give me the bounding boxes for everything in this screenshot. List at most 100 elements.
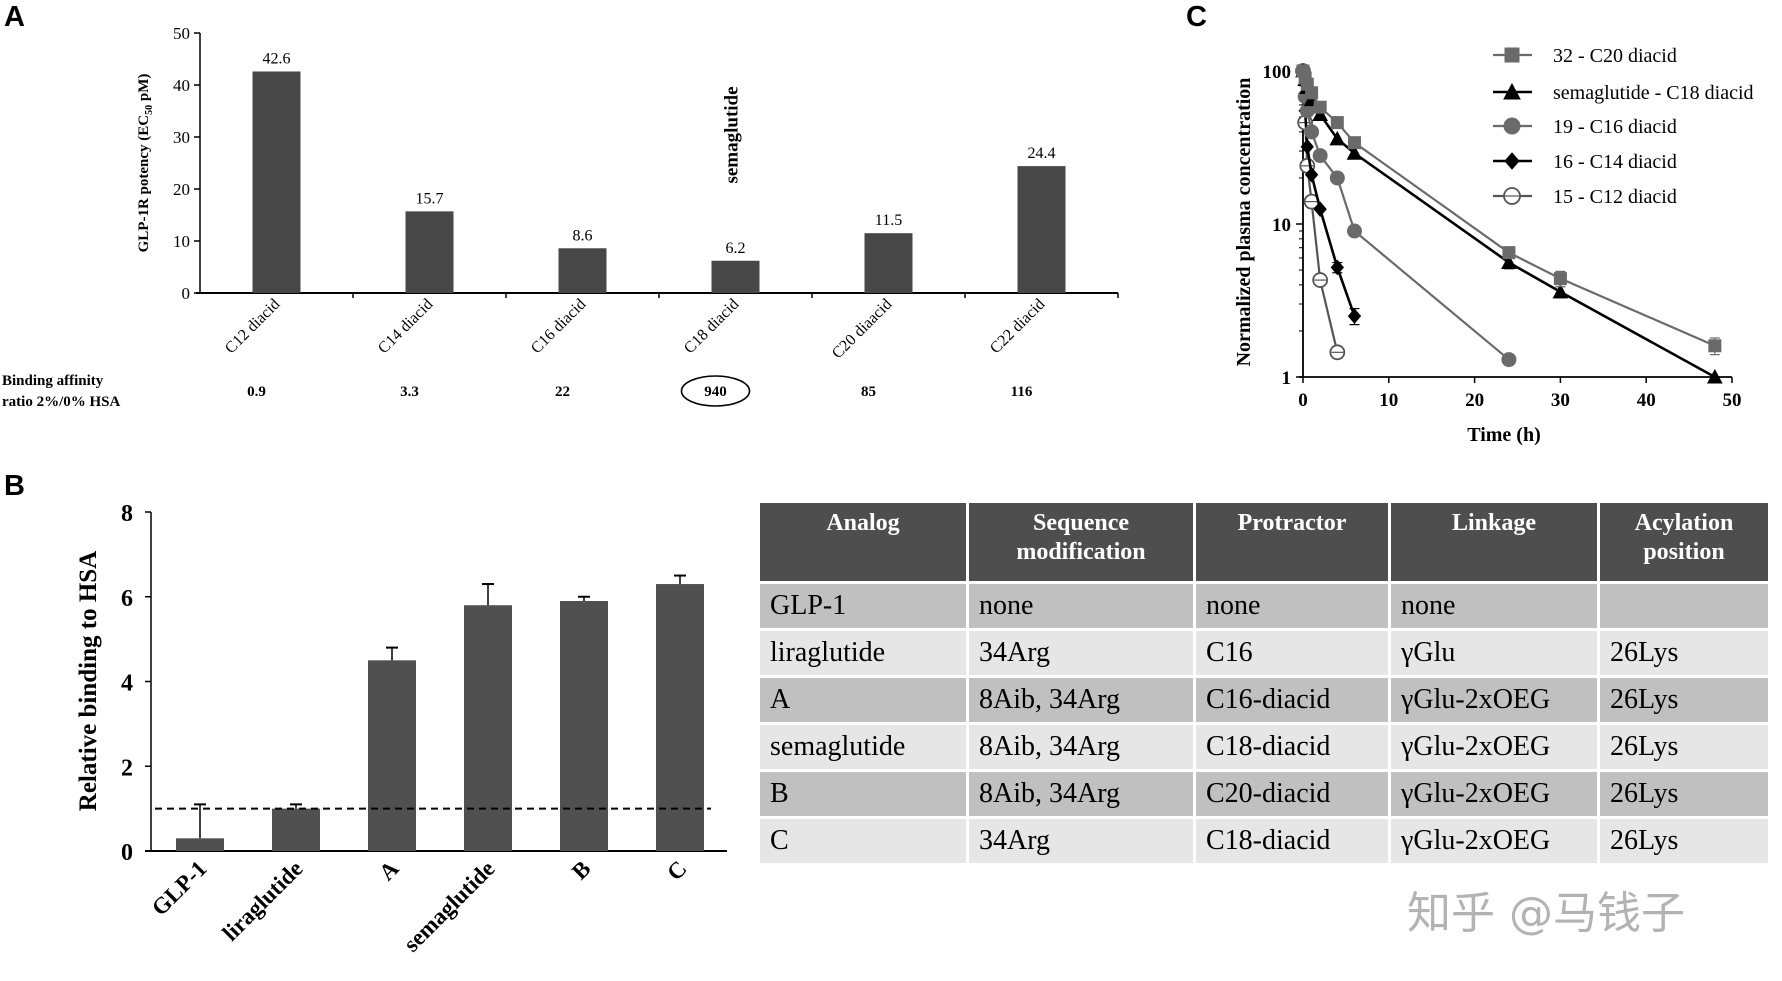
y-tick-label: 40 (173, 76, 190, 95)
table-row: semaglutide 8Aib, 34Arg C18-diacid γGlu-2xO… (760, 725, 1768, 769)
x-category-label: semaglutide (399, 856, 500, 957)
table-cell-sequence-modification: none (969, 584, 1193, 628)
triangle-marker (1346, 145, 1363, 160)
bar (656, 584, 704, 851)
diamond-marker (1313, 201, 1327, 217)
x-category-label: C20 diaacid (829, 296, 895, 362)
square-marker (1553, 272, 1567, 286)
open-circle-marker (1503, 187, 1521, 205)
table-cell-sequence-modification: 8Aib, 34Arg (969, 725, 1193, 769)
circle-marker (1346, 223, 1362, 239)
panel-b-letter: B (4, 470, 25, 502)
y-tick-label: 20 (173, 180, 190, 199)
bar-value-label: 15.7 (416, 190, 444, 207)
y-tick-label: 1 (1282, 368, 1292, 389)
chart-a-y-axis-title: GLP-1R potency (EC50 pM) (136, 74, 155, 253)
table-cell-sequence-modification: 34Arg (969, 631, 1193, 675)
y-tick-label: 100 (1263, 62, 1292, 83)
legend-label: 19 - C16 diacid (1553, 116, 1677, 138)
diamond-marker (1504, 152, 1520, 170)
binding-affinity-value: 22 (555, 384, 570, 400)
legend-item: 16 - C14 diacid (1493, 151, 1677, 173)
series-line (1301, 70, 1510, 361)
chart-c-y-axis-title: Normalized plasma concentration (1233, 78, 1255, 367)
highlight-ellipse (680, 375, 751, 407)
legend-item: 19 - C16 diacid (1493, 116, 1677, 138)
table-cell-acylation-position: 26Lys (1600, 819, 1768, 863)
x-category-label: A (374, 856, 404, 886)
chart-b-bars (155, 574, 711, 851)
bar (176, 838, 224, 851)
table-cell-protractor: C18-diacid (1196, 725, 1388, 769)
watermark: 知乎 @马钱子 (1407, 888, 1685, 939)
table-cell-linkage: γGlu-2xOEG (1391, 819, 1597, 863)
x-category-label: C18 diacid (681, 296, 742, 357)
table-cell-analog: semaglutide (760, 725, 966, 769)
binding-affinity-value: 3.3 (400, 384, 419, 400)
triangle-marker (1707, 368, 1723, 384)
triangle-marker (1552, 283, 1569, 299)
circle-marker (1329, 170, 1345, 186)
bar (864, 233, 913, 293)
x-category-label: GLP-1 (147, 856, 212, 921)
triangle-marker (1329, 130, 1346, 146)
bar (558, 248, 607, 293)
binding-affinity-value: 0.9 (247, 384, 266, 400)
diamond-marker (1347, 308, 1362, 324)
circle-marker (1312, 148, 1328, 164)
chart-c-axes: 0 10 20 30 40 50 1 10 100 (1263, 62, 1742, 411)
x-category-label: C16 diacid (528, 296, 589, 357)
legend-item: 32 - C20 diacid (1493, 45, 1677, 67)
legend-label: 16 - C14 diacid (1553, 151, 1677, 173)
x-tick-label: 0 (1298, 390, 1308, 411)
bar-value-label: 6.2 (726, 240, 746, 257)
y-tick-label: 0 (182, 284, 191, 303)
x-tick-label: 50 (1723, 390, 1742, 411)
x-tick-label: 20 (1465, 390, 1484, 411)
bar-value-label: 24.4 (1028, 145, 1056, 162)
bar (464, 605, 512, 851)
bar (711, 260, 760, 293)
x-tick-label: 40 (1637, 390, 1656, 411)
table-header-acylation-position: Acylation position (1600, 503, 1768, 581)
table-cell-linkage: γGlu (1391, 631, 1597, 675)
triangle-marker (1312, 106, 1328, 121)
x-tick-label: 10 (1379, 390, 1398, 411)
binding-affinity-value: 940 (704, 384, 727, 400)
table-cell-acylation-position: 26Lys (1600, 678, 1768, 722)
binding-affinity-values: 0.9 3.3 22 940 85 116 (247, 375, 1033, 407)
bar-value-label: 42.6 (263, 50, 291, 67)
binding-affinity-label-line1: Binding affinity (2, 373, 104, 389)
chart-a-potency: 0 10 20 30 40 50 C12 diacid C14 diacid C16 diaci… (2, 24, 1119, 410)
x-category-label: C22 diacid (987, 296, 1048, 357)
table-cell-acylation-position: 26Lys (1600, 725, 1768, 769)
table-cell-sequence-modification: 8Aib, 34Arg (969, 772, 1193, 816)
x-category-label: C12 diacid (222, 296, 283, 357)
series-semaglutide-c18-diacid (1295, 62, 1723, 384)
legend-label: 15 - C12 diacid (1553, 186, 1677, 208)
bar-value-label: 8.6 (573, 227, 593, 244)
x-category-label: liraglutide (218, 856, 308, 946)
y-tick-label: 8 (121, 501, 133, 527)
binding-affinity-label-line2: ratio 2%/0% HSA (2, 394, 120, 410)
y-tick-label: 2 (121, 755, 133, 781)
square-marker (1305, 86, 1319, 100)
table-row: liraglutide 34Arg C16 γGlu 26Lys (760, 631, 1768, 675)
table-cell-linkage: γGlu-2xOEG (1391, 772, 1597, 816)
analog-table: Analog Sequence modification Protractor L… (757, 500, 1771, 866)
bar (1017, 166, 1066, 293)
table-cell-protractor: C18-diacid (1196, 819, 1388, 863)
table-row: B 8Aib, 34Arg C20-diacid γGlu-2xOEG 26Lys (760, 772, 1768, 816)
chart-c-legend: 32 - C20 diacid semaglutide - C18 diacid 1… (1493, 45, 1754, 208)
table-cell-protractor: C16 (1196, 631, 1388, 675)
circle-marker (1501, 352, 1517, 368)
table-cell-acylation-position (1600, 584, 1768, 628)
y-tick-label: 50 (173, 24, 190, 43)
triangle-marker (1501, 254, 1517, 270)
square-marker (1313, 100, 1327, 114)
table-cell-linkage: γGlu-2xOEG (1391, 678, 1597, 722)
table-header-row: Analog Sequence modification Protractor L… (760, 503, 1768, 581)
bar (405, 211, 454, 293)
table-header-analog: Analog (760, 503, 966, 581)
